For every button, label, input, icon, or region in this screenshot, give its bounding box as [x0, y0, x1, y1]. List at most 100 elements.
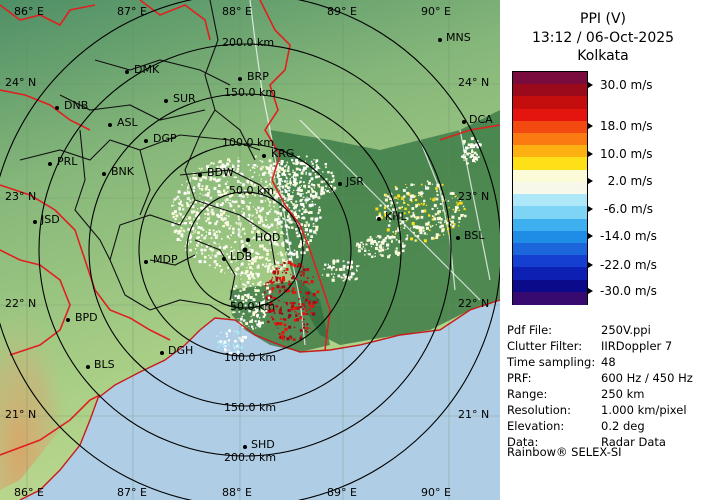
- scale-label: 10.0 m/s: [600, 147, 653, 161]
- station-dot: [33, 220, 37, 224]
- metadata-value: 0.2 deg: [601, 419, 645, 433]
- station-dot: [222, 257, 226, 261]
- station-label-mdp: MDP: [153, 253, 178, 266]
- range-label-south: 100.0 km: [224, 351, 277, 364]
- station-dot: [108, 123, 112, 127]
- scale-label: -6.0 m/s: [600, 202, 654, 216]
- longitude-label-bottom: 89° E: [327, 486, 357, 499]
- metadata-value: 250 km: [601, 387, 645, 401]
- product-title: PPI (V): [580, 11, 626, 27]
- scale-label: -22.0 m/s: [600, 258, 657, 272]
- station-label-brp: BRP: [247, 70, 269, 83]
- latitude-label-left: 22° N: [5, 297, 37, 310]
- station-label-asl: ASL: [117, 116, 138, 129]
- station-dot: [243, 445, 247, 449]
- metadata-value: IIRDoppler 7: [601, 339, 673, 353]
- station-dot: [456, 236, 460, 240]
- color-scale-bin: [513, 218, 587, 232]
- credit-label: Rainbow® SELEX-SI: [507, 445, 622, 459]
- station-dot: [144, 139, 148, 143]
- color-scale-bin: [513, 279, 587, 293]
- station-dot: [66, 318, 70, 322]
- info-panel: PPI (V) 13:12 / 06-Oct-2025 Kolkata 30.0…: [500, 0, 706, 500]
- district-boundaries: [19, 0, 276, 319]
- color-scale-bin: [513, 291, 587, 305]
- plateau-area: [0, 220, 100, 490]
- station-dot: [86, 365, 90, 369]
- metadata-value: Radar Data: [601, 435, 666, 449]
- range-label-north: 50.0 km: [229, 184, 275, 197]
- station-label-khl: KHL: [385, 210, 407, 223]
- color-scale-bin: [513, 255, 587, 268]
- velocity-color-scale: [512, 71, 588, 305]
- station-label-mns: MNS: [446, 31, 471, 44]
- station-label-krg: KRG: [271, 147, 295, 160]
- longitude-label-top: 90° E: [421, 5, 451, 18]
- station-dot: [164, 99, 168, 103]
- station-label-prl: PRL: [57, 155, 78, 168]
- station-label-dgp: DGP: [153, 132, 177, 145]
- scale-label: -14.0 m/s: [600, 229, 657, 243]
- station-label-bnk: BNK: [111, 165, 134, 178]
- color-scale-bin: [513, 267, 587, 281]
- color-scale-bin: [513, 169, 587, 183]
- color-scale-bin: [513, 230, 587, 244]
- scale-tick-arrow: [588, 178, 593, 184]
- land-area: [0, 0, 500, 500]
- latitude-label-right: 21° N: [458, 408, 490, 421]
- metadata-key: Elevation:: [507, 419, 565, 433]
- metadata-key: Resolution:: [507, 403, 571, 417]
- latitude-label-right: 24° N: [458, 76, 490, 89]
- range-label-north: 200.0 km: [222, 36, 275, 49]
- metadata-value: 600 Hz / 450 Hz: [601, 371, 693, 385]
- station-dot: [160, 351, 164, 355]
- latitude-label-left: 21° N: [5, 408, 37, 421]
- sundarbans-area: [230, 280, 330, 352]
- longitude-label-bottom: 88° E: [222, 486, 252, 499]
- color-scale-bin: [513, 194, 587, 207]
- station-label-bdw: BDW: [207, 166, 234, 179]
- station-label-hod: HOD: [255, 231, 281, 244]
- station-label-dgh: DGH: [168, 344, 194, 357]
- range-label-south: 150.0 km: [224, 401, 277, 414]
- station-dot: [125, 70, 129, 74]
- longitude-label-bottom: 90° E: [421, 486, 451, 499]
- latitude-label-right: 22° N: [458, 297, 490, 310]
- scale-label: 30.0 m/s: [600, 78, 653, 92]
- latitude-label-right: 23° N: [458, 190, 490, 203]
- station-label-bsl: BSL: [464, 229, 485, 242]
- metadata-key: Range:: [507, 387, 548, 401]
- radar-map[interactable]: 86° E 86° E 87° E 87° E 88° E 88° E 89° E 89° E…: [0, 0, 500, 500]
- scale-tick-arrow: [588, 288, 593, 294]
- station-dot: [144, 260, 148, 264]
- station-dot: [438, 38, 442, 42]
- color-scale-bin: [513, 72, 587, 85]
- color-scale-bin: [513, 120, 587, 134]
- scale-tick-arrow: [588, 151, 593, 157]
- range-label-south: 50.0 km: [230, 300, 276, 313]
- product-datetime: 13:12 / 06-Oct-2025: [531, 30, 675, 46]
- longitude-label-top: 87° E: [117, 5, 147, 18]
- station-dot: [377, 217, 381, 221]
- color-scale-bin: [513, 242, 587, 256]
- metadata-key: PRF:: [507, 371, 532, 385]
- borders: [0, 0, 500, 456]
- color-scale-bin: [513, 157, 587, 171]
- longitude-label-bottom: 87° E: [117, 486, 147, 499]
- radar-site-marker: [242, 247, 248, 253]
- color-scale-bin: [513, 84, 587, 97]
- scale-tick-arrow: [588, 262, 593, 268]
- station-label-dca: DCA: [469, 113, 493, 126]
- scale-label: -30.0 m/s: [600, 284, 657, 298]
- station-label-jsd: JSD: [41, 213, 60, 226]
- station-label-ldb: LDB: [230, 250, 253, 263]
- radar-map-canvas: [0, 0, 500, 500]
- range-rings: [0, 0, 500, 500]
- color-scale-bin: [513, 96, 587, 110]
- scale-label: 18.0 m/s: [600, 119, 653, 133]
- range-label-north: 100.0 km: [222, 136, 275, 149]
- color-scale-bin: [513, 133, 587, 146]
- scale-tick-arrow: [588, 233, 593, 239]
- station-label-sur: SUR: [173, 92, 196, 105]
- station-label-jsr: JSR: [346, 175, 364, 188]
